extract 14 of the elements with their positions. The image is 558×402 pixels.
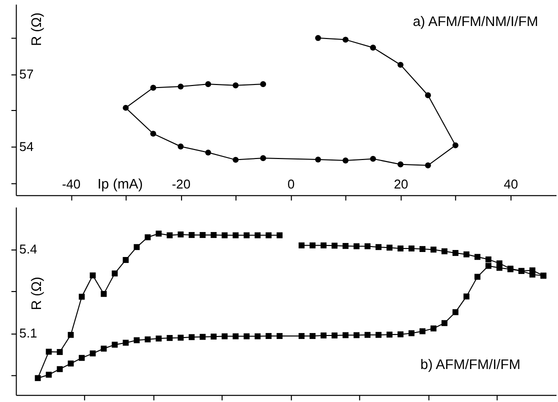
x-tick-label: -40 xyxy=(62,176,81,192)
x-tick-label: 20 xyxy=(394,176,408,192)
annotation: b) AFM/FM/I/FM xyxy=(420,356,520,372)
x-axis-title: Ip (mA) xyxy=(97,176,143,192)
x-tick-label: 0 xyxy=(288,176,295,192)
y-tick-label: 57 xyxy=(19,66,34,82)
y-axis-title: R (Ω) xyxy=(28,12,44,46)
y-tick-label: 5.1 xyxy=(19,326,38,341)
x-tick-label: -20 xyxy=(172,176,190,192)
annotation: a) AFM/FM/NM/I/FM xyxy=(412,12,538,29)
y-tick-label: 54 xyxy=(19,139,34,154)
x-tick-label: 40 xyxy=(504,176,518,192)
y-tick-label: 5.4 xyxy=(19,241,38,256)
y-axis-title: R (Ω) xyxy=(28,276,44,310)
